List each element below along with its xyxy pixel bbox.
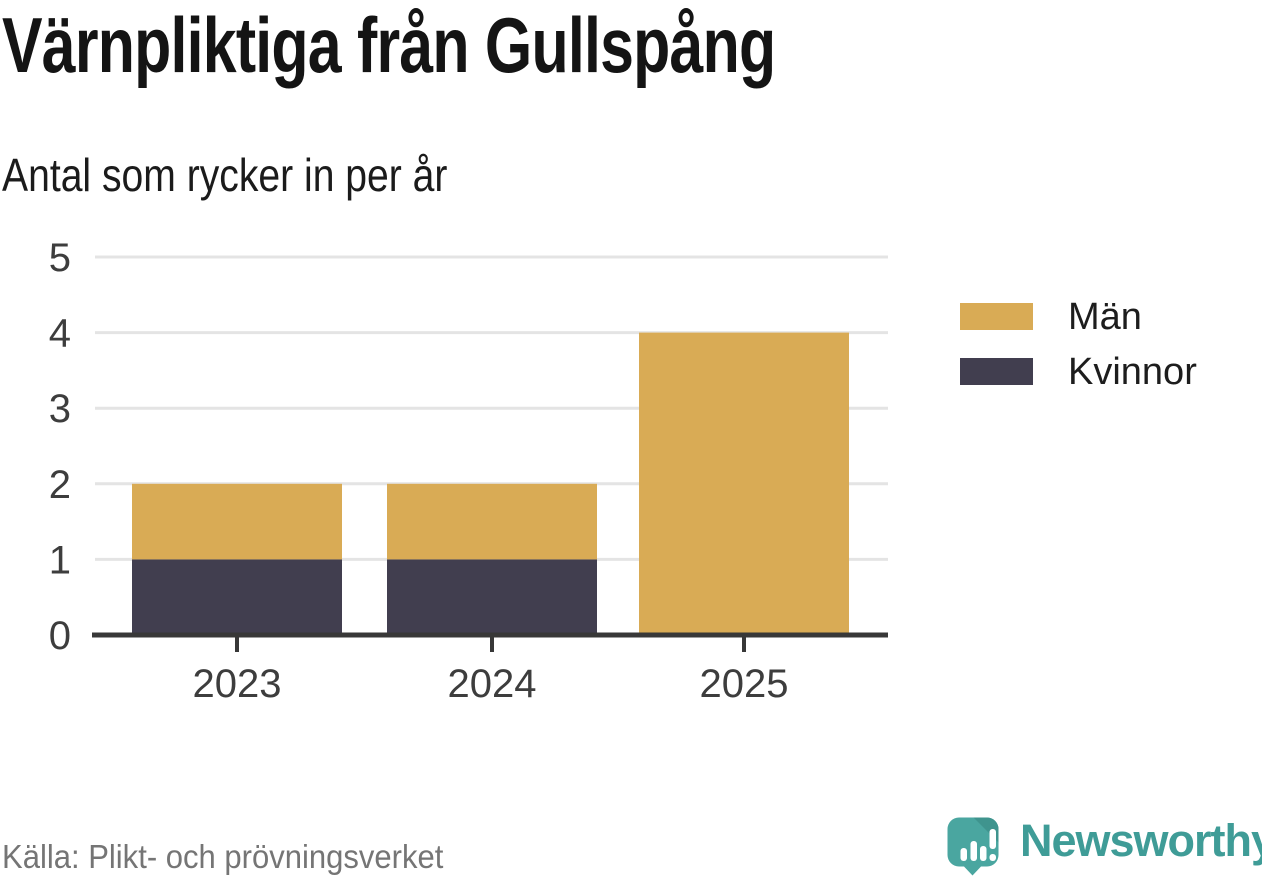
legend-item-kvinnor: Kvinnor bbox=[960, 351, 1197, 393]
legend-swatch-kvinnor bbox=[960, 358, 1033, 385]
y-tick-label-0: 0 bbox=[49, 614, 71, 658]
newsworthy-logo[interactable]: Newsworthy bbox=[946, 816, 1262, 876]
legend-item-man: Män bbox=[960, 296, 1142, 338]
y-tick-label-5: 5 bbox=[49, 236, 71, 280]
bar-segment-män-2025 bbox=[639, 332, 849, 635]
y-tick-label-3: 3 bbox=[49, 387, 71, 431]
chart-title: Värnpliktiga från Gullspång bbox=[2, 1, 776, 89]
y-tick-label-2: 2 bbox=[49, 463, 71, 507]
x-tick-label-2025: 2025 bbox=[700, 662, 789, 706]
newsworthy-bubble-chart-icon bbox=[947, 817, 999, 876]
legend-label-man: Män bbox=[1068, 296, 1142, 338]
bar-segment-kvinnor-2023 bbox=[132, 559, 342, 635]
legend-swatch-man bbox=[960, 303, 1033, 330]
x-tick-label-2023: 2023 bbox=[193, 662, 282, 706]
y-tick-label-4: 4 bbox=[49, 312, 71, 356]
y-tick-label-1: 1 bbox=[49, 538, 71, 582]
bar-segment-män-2024 bbox=[387, 483, 597, 560]
source-note: Källa: Plikt- och prövningsverket bbox=[2, 838, 444, 875]
bar-segment-kvinnor-2024 bbox=[387, 559, 597, 635]
chart-subtitle: Antal som rycker in per år bbox=[2, 149, 448, 201]
legend-label-kvinnor: Kvinnor bbox=[1068, 351, 1197, 393]
x-tick-label-2024: 2024 bbox=[448, 662, 537, 706]
newsworthy-wordmark: Newsworthy bbox=[1020, 815, 1262, 866]
bar-segment-män-2023 bbox=[132, 483, 342, 560]
